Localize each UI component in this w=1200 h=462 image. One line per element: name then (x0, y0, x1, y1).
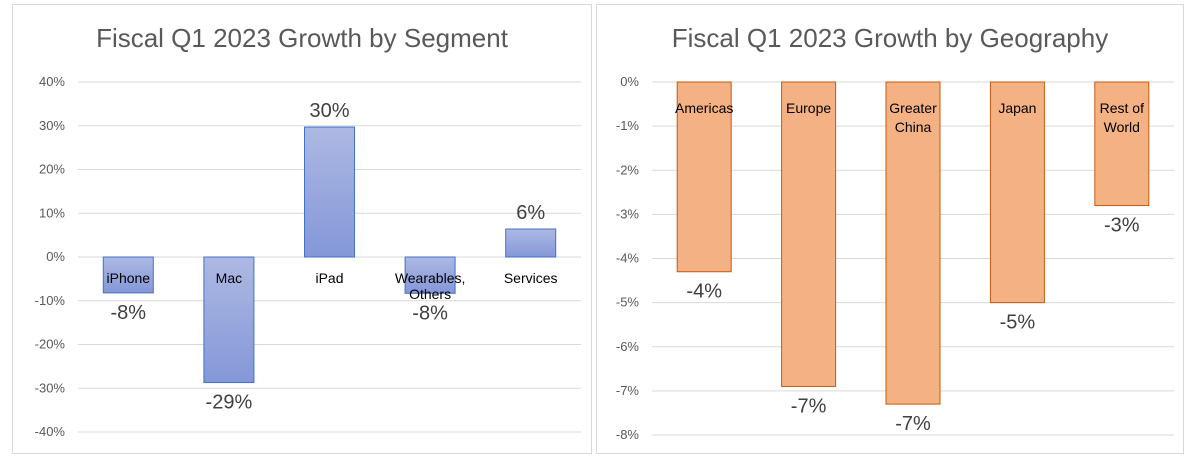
segment-category-label: Services (504, 270, 558, 286)
segment-chart: 40% 30% 20% 10% 0% -10% -20% -30% -40% -8% iPhone -… (35, 74, 581, 439)
segment-chart-panel: Fiscal Q1 2023 Growth by Segment 40% 30% 2… (12, 4, 592, 454)
segment-y-tick-label: 0% (46, 249, 65, 264)
segment-y-tick-label: -30% (35, 380, 66, 395)
segment-y-tick-label: -20% (35, 337, 66, 352)
segment-data-label: 30% (309, 100, 349, 122)
geography-data-label: -7% (791, 395, 827, 417)
geography-y-tick-label: -2% (616, 162, 640, 177)
segment-data-label: -8% (111, 302, 147, 324)
geography-y-tick-label: -1% (616, 118, 640, 133)
geography-y-tick-label: 0% (620, 74, 639, 89)
segment-category-label: iPhone (107, 270, 151, 286)
geography-chart-panel: Fiscal Q1 2023 Growth by Geography 0% -1%… (596, 4, 1184, 454)
segment-category-label: Wearables, Others (395, 270, 466, 302)
geography-y-tick-label: -6% (616, 339, 640, 354)
segment-data-label: 6% (516, 202, 545, 224)
segment-y-tick-label: 20% (39, 162, 65, 177)
segment-y-tick-label: 40% (39, 74, 65, 89)
geography-y-tick-label: -8% (616, 427, 640, 442)
segment-category-label: Mac (216, 270, 242, 286)
segment-bar (203, 256, 255, 384)
geography-data-label: -4% (686, 281, 722, 303)
geography-category-label: Rest of World (1100, 100, 1144, 135)
geography-chart: 0% -1% -2% -3% -4% -5% -6% -7% -8% -4% Americas -7%… (616, 74, 1174, 442)
geography-category-label: Japan (998, 100, 1036, 116)
geography-data-label: -5% (1000, 312, 1036, 334)
segment-bar (102, 256, 154, 294)
segment-y-tick-label: 10% (39, 205, 65, 220)
geography-bar (1094, 81, 1150, 207)
geography-bar (989, 81, 1045, 304)
geography-category-label: Greater China (889, 100, 937, 135)
geography-y-tick-label: -7% (616, 383, 640, 398)
segment-bar (505, 228, 557, 258)
geography-category-label: Americas (675, 100, 733, 116)
geography-bar (676, 81, 732, 273)
segment-data-label: -29% (206, 392, 253, 414)
segment-bar (404, 256, 456, 294)
geography-data-label: -7% (895, 413, 931, 435)
geography-bar (781, 81, 837, 387)
geography-category-label: Europe (786, 100, 831, 116)
segment-y-tick-label: -10% (35, 293, 66, 308)
geography-bar (885, 81, 941, 405)
segment-y-tick-label: -40% (35, 424, 66, 439)
segment-chart-title: Fiscal Q1 2023 Growth by Segment (96, 23, 508, 53)
geography-y-tick-label: -4% (616, 251, 640, 266)
geography-y-tick-label: -3% (616, 206, 640, 221)
geography-chart-title: Fiscal Q1 2023 Growth by Geography (671, 23, 1109, 53)
geography-data-label: -3% (1104, 215, 1140, 237)
segment-bar (304, 126, 355, 258)
segment-data-label: -8% (412, 302, 448, 324)
segment-y-tick-label: 30% (39, 118, 65, 133)
geography-y-tick-label: -5% (616, 295, 640, 310)
segment-category-label: iPad (315, 270, 343, 286)
